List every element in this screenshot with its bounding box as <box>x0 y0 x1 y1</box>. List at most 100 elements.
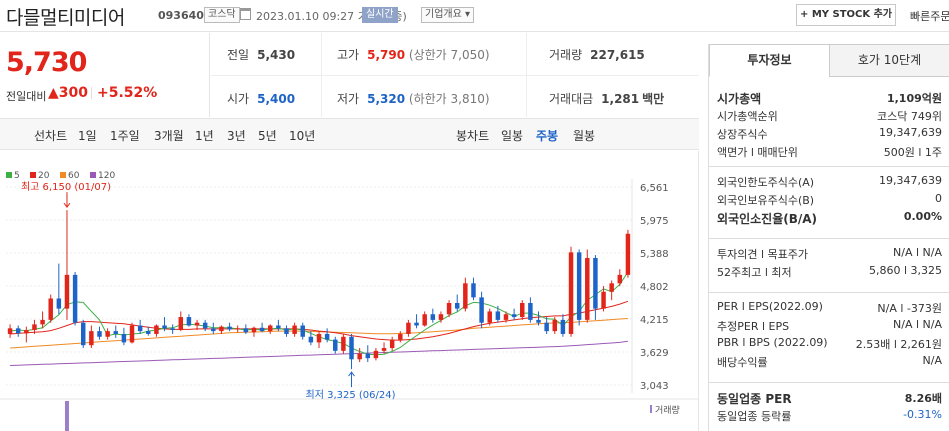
candle-body <box>129 325 135 343</box>
candle-body <box>414 322 419 326</box>
info-row: 시가총액 1,109억원 <box>717 90 949 108</box>
candle-body <box>64 274 70 309</box>
candle-body <box>406 322 411 334</box>
candle-body <box>511 314 517 318</box>
change-label: 전일대비 <box>6 90 47 103</box>
candle-body <box>194 322 200 326</box>
ma-legend-label: 5 <box>14 171 20 181</box>
y-tick-label: 5,388 <box>640 249 669 260</box>
panel-divider <box>709 382 949 383</box>
candle-body <box>300 325 305 337</box>
candle-body <box>568 252 574 334</box>
candle-chart-label: 봉차트 <box>456 129 490 143</box>
period-daily[interactable]: 일봉 <box>501 129 524 143</box>
candle-body <box>137 325 143 332</box>
tab-investment-info[interactable]: 투자정보 <box>709 44 830 77</box>
period-1w[interactable]: 1주일 <box>110 129 140 143</box>
candle-body <box>503 314 509 320</box>
ma-legend-label: 120 <box>98 171 115 181</box>
fast-order-link[interactable]: 빠른주문 <box>910 10 949 23</box>
stat-amount: 거래대금 1,281 백만 <box>549 92 665 106</box>
info-row-label: 52주최고 l 최저 <box>717 266 792 279</box>
ma-legend-label: 60 <box>68 171 80 181</box>
candle-body <box>105 331 110 337</box>
candle-body <box>267 325 273 332</box>
candle-body <box>601 291 606 309</box>
info-row-label: 상장주식수 <box>717 128 768 141</box>
info-row: 외국인소진율(B/A) 0.00% <box>717 210 949 228</box>
divider <box>211 75 699 76</box>
realtime-badge[interactable]: 실시간 <box>362 7 398 23</box>
ma-legend-swatch <box>6 172 12 178</box>
info-row: 동일업종 PER 8.26배 <box>717 390 949 408</box>
candle-body <box>72 274 78 323</box>
candle-body <box>357 353 362 360</box>
stat-low: 저가 5,320 (하한가 3,810) <box>337 92 490 106</box>
min-arrow-head <box>348 371 355 377</box>
candle-body <box>178 317 184 331</box>
period-1y[interactable]: 1년 <box>195 129 214 143</box>
min-annotation: 최저 3,325 (06/24) <box>306 389 396 401</box>
candle-body <box>576 252 582 320</box>
stock-header: 다믈멀티미디어 093640 코스닥 2023.01.10 09:27 기준(장… <box>0 0 949 32</box>
candle-body <box>235 328 240 330</box>
candle-body <box>536 319 541 323</box>
candle-body <box>80 322 86 346</box>
info-row-label: 추정PER l EPS <box>717 320 790 333</box>
info-row-label: 시가총액 <box>717 92 762 106</box>
panel-tabs: 투자정보 호가 10단계 <box>709 44 949 77</box>
tab-order-book[interactable]: 호가 10단계 <box>829 44 949 77</box>
candle-body <box>560 319 566 334</box>
volume-bar <box>64 401 69 431</box>
current-price: 5,730 <box>6 47 87 78</box>
period-10y[interactable]: 10년 <box>289 129 316 143</box>
candle-body <box>471 283 476 298</box>
candle-body <box>324 333 330 340</box>
price-chart[interactable]: 6,561 5,975 5,388 4,802 4,215 3,629 3,043 5 20 60… <box>0 151 699 431</box>
info-row: 외국인한도주식수(A) 19,347,639 <box>717 174 949 192</box>
chevron-down-icon: ▾ <box>465 9 471 20</box>
candle-body <box>227 326 232 330</box>
period-3y[interactable]: 3년 <box>227 129 246 143</box>
candle-body <box>446 302 452 315</box>
candle-body <box>97 331 102 337</box>
info-row-value: N/A l N/A <box>893 246 942 259</box>
info-row: PBR l BPS (2022.09) 2.53배 l 2,261원 <box>717 336 949 354</box>
info-row-value: 0.00% <box>903 210 942 223</box>
candle-body <box>389 339 395 349</box>
period-1d[interactable]: 1일 <box>78 129 97 143</box>
info-row-value: 8.26배 <box>904 392 942 405</box>
candle-body <box>202 322 208 329</box>
panel-divider <box>709 292 949 293</box>
y-tick-label: 4,215 <box>640 315 669 326</box>
candlestick-chart[interactable]: 6,561 5,975 5,388 4,802 4,215 3,629 3,043 5 20 60… <box>0 151 699 431</box>
candle-body <box>186 317 192 326</box>
period-5y[interactable]: 5년 <box>258 129 277 143</box>
info-row-value: N/A l -373원 <box>877 302 942 315</box>
candle-body <box>438 314 444 320</box>
corp-info-button[interactable]: 기업개요 ▾ <box>421 7 475 23</box>
period-3m[interactable]: 3개월 <box>154 129 184 143</box>
candle-body <box>284 328 289 334</box>
candle-body <box>593 257 598 309</box>
candle-body <box>154 325 159 334</box>
y-tick-label: 3,043 <box>640 381 669 392</box>
info-row-label: 투자의견 l 목표주가 <box>717 248 809 261</box>
ma-legend-swatch <box>30 172 36 178</box>
divider <box>91 87 92 99</box>
stock-code: 093640 <box>158 9 204 22</box>
period-weekly[interactable]: 주봉 <box>536 129 559 143</box>
period-monthly[interactable]: 월봉 <box>573 129 596 143</box>
quote-stats: 전일 5,430 고가 5,790 (상한가 7,050) 거래량 227,615 시… <box>211 33 699 117</box>
candle-body <box>373 350 379 359</box>
candle-body <box>495 311 501 320</box>
candle-body <box>48 298 53 320</box>
ma20-line <box>10 300 629 341</box>
info-row-label: 외국인보유주식수(B) <box>717 194 815 207</box>
candle-body <box>219 326 224 332</box>
my-stock-add-button[interactable]: + MY STOCK 추가 <box>796 4 896 26</box>
info-row-value: 0 <box>935 192 942 205</box>
candle-body <box>544 322 549 332</box>
max-arrow-head <box>63 202 71 208</box>
ma-legend-swatch <box>90 172 96 178</box>
